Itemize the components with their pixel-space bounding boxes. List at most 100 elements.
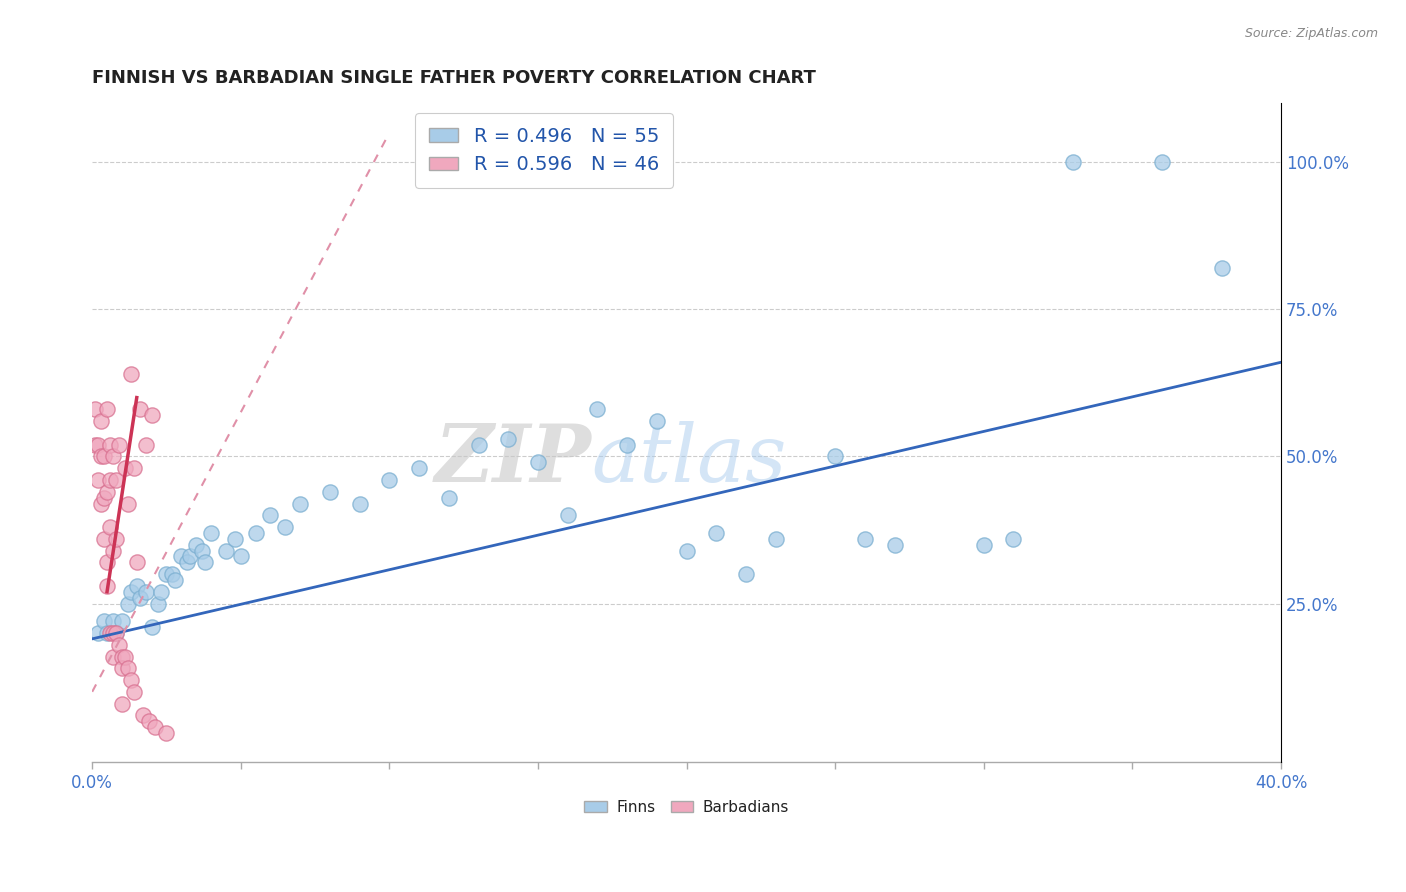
Point xyxy=(122,461,145,475)
Point xyxy=(101,543,124,558)
Point xyxy=(135,438,157,452)
Point xyxy=(111,661,134,675)
Point xyxy=(143,720,166,734)
Point xyxy=(259,508,281,523)
Point xyxy=(120,367,142,381)
Point xyxy=(96,555,118,569)
Point xyxy=(527,455,550,469)
Point xyxy=(704,525,727,540)
Point xyxy=(101,450,124,464)
Point xyxy=(125,579,148,593)
Point xyxy=(162,567,184,582)
Point xyxy=(111,614,134,628)
Text: Source: ZipAtlas.com: Source: ZipAtlas.com xyxy=(1244,27,1378,40)
Point xyxy=(437,491,460,505)
Point xyxy=(675,543,697,558)
Point xyxy=(141,409,163,423)
Point xyxy=(101,614,124,628)
Point xyxy=(93,450,115,464)
Point xyxy=(96,626,118,640)
Point xyxy=(98,473,121,487)
Point xyxy=(319,484,342,499)
Point xyxy=(93,614,115,628)
Point xyxy=(170,549,193,564)
Point xyxy=(179,549,201,564)
Point xyxy=(1062,155,1084,169)
Point xyxy=(111,649,134,664)
Point xyxy=(224,532,246,546)
Point xyxy=(93,532,115,546)
Point xyxy=(290,496,312,510)
Point xyxy=(104,532,127,546)
Point xyxy=(155,726,177,740)
Point xyxy=(1002,532,1025,546)
Point xyxy=(125,555,148,569)
Point xyxy=(108,638,131,652)
Point xyxy=(765,532,787,546)
Point xyxy=(98,626,121,640)
Point xyxy=(155,567,177,582)
Point xyxy=(104,626,127,640)
Point xyxy=(378,473,401,487)
Point xyxy=(186,538,208,552)
Point xyxy=(84,438,107,452)
Point xyxy=(191,543,214,558)
Point xyxy=(883,538,905,552)
Point xyxy=(349,496,371,510)
Text: FINNISH VS BARBADIAN SINGLE FATHER POVERTY CORRELATION CHART: FINNISH VS BARBADIAN SINGLE FATHER POVER… xyxy=(93,69,815,87)
Point xyxy=(96,484,118,499)
Point xyxy=(245,525,267,540)
Point xyxy=(616,438,638,452)
Point xyxy=(586,402,609,417)
Point xyxy=(90,496,112,510)
Point xyxy=(274,520,297,534)
Text: atlas: atlas xyxy=(592,420,787,498)
Point xyxy=(194,555,217,569)
Point xyxy=(146,597,169,611)
Point xyxy=(117,496,139,510)
Point xyxy=(135,584,157,599)
Point xyxy=(149,584,172,599)
Point xyxy=(128,402,150,417)
Point xyxy=(101,649,124,664)
Point xyxy=(122,685,145,699)
Point xyxy=(557,508,579,523)
Point xyxy=(108,438,131,452)
Point xyxy=(229,549,252,564)
Point xyxy=(84,402,107,417)
Point xyxy=(128,591,150,605)
Point xyxy=(87,626,110,640)
Point xyxy=(824,450,846,464)
Point xyxy=(973,538,995,552)
Point xyxy=(467,438,489,452)
Text: ZIP: ZIP xyxy=(434,420,592,498)
Point xyxy=(98,438,121,452)
Point xyxy=(96,402,118,417)
Point xyxy=(120,584,142,599)
Point xyxy=(114,461,136,475)
Point xyxy=(104,473,127,487)
Point xyxy=(87,438,110,452)
Point xyxy=(90,450,112,464)
Point xyxy=(90,414,112,428)
Point xyxy=(408,461,430,475)
Point xyxy=(96,579,118,593)
Point xyxy=(215,543,238,558)
Legend: Finns, Barbadians: Finns, Barbadians xyxy=(578,794,796,821)
Point xyxy=(200,525,222,540)
Point xyxy=(98,520,121,534)
Point xyxy=(645,414,668,428)
Point xyxy=(87,473,110,487)
Point xyxy=(1152,155,1174,169)
Point xyxy=(114,649,136,664)
Point xyxy=(131,708,153,723)
Point xyxy=(93,491,115,505)
Point xyxy=(120,673,142,687)
Point xyxy=(853,532,876,546)
Point xyxy=(104,626,127,640)
Point xyxy=(176,555,198,569)
Point xyxy=(117,661,139,675)
Point xyxy=(165,573,187,587)
Point xyxy=(117,597,139,611)
Point xyxy=(496,432,519,446)
